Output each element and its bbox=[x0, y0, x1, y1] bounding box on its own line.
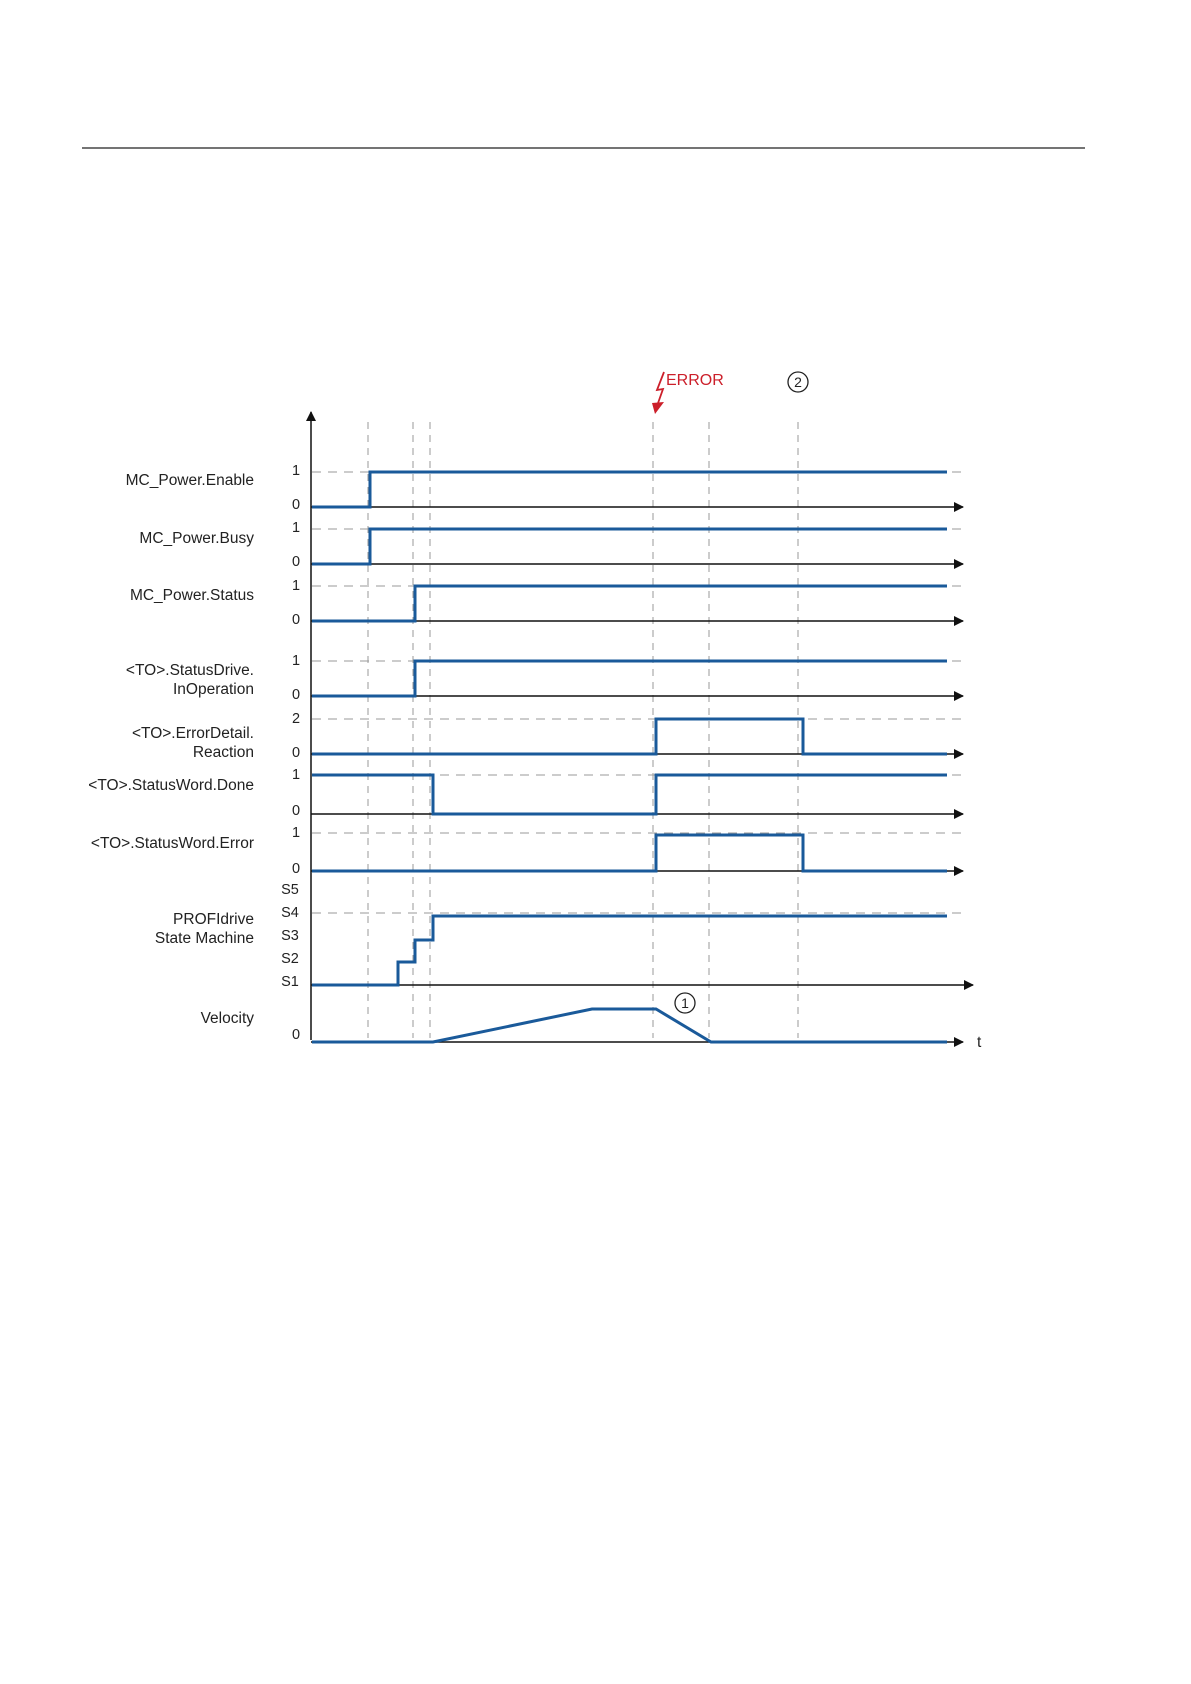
signal-label: State Machine bbox=[155, 930, 254, 947]
level-label: S4 bbox=[281, 905, 299, 921]
signal-label: <TO>.StatusWord.Done bbox=[88, 777, 254, 794]
signal-traces bbox=[312, 470, 947, 1044]
marker-2-circle bbox=[787, 371, 809, 393]
trace-statusword-done bbox=[312, 773, 947, 816]
level-label: S1 bbox=[281, 974, 299, 990]
level-label: 1 bbox=[292, 825, 300, 841]
trace-statusword-error bbox=[312, 833, 947, 873]
marker-1-number: 1 bbox=[681, 995, 689, 1011]
signal-label: <TO>.StatusDrive. bbox=[126, 662, 254, 679]
error-arrow-head bbox=[652, 402, 664, 414]
signal-label: MC_Power.Status bbox=[130, 587, 254, 604]
lightning-bolt-icon bbox=[655, 371, 665, 407]
signal-labels: MC_Power.Enable MC_Power.Busy MC_Power.S… bbox=[88, 472, 254, 1027]
time-axis-label: t bbox=[977, 1034, 982, 1051]
trace-mc-power-busy bbox=[312, 527, 947, 566]
signal-label: Velocity bbox=[201, 1010, 255, 1027]
level-label: 0 bbox=[292, 1027, 300, 1043]
trace-velocity bbox=[312, 1007, 947, 1044]
error-label: ERROR bbox=[666, 372, 724, 389]
marker-2-number: 2 bbox=[794, 374, 802, 390]
level-label: S3 bbox=[281, 928, 299, 944]
signal-label: PROFIdrive bbox=[173, 911, 254, 928]
error-marker: ERROR bbox=[652, 371, 724, 414]
marker-2: 2 bbox=[787, 371, 809, 393]
trace-profidrive-state-machine bbox=[312, 914, 947, 987]
level-label: 0 bbox=[292, 861, 300, 877]
signal-label: InOperation bbox=[173, 681, 254, 698]
level-label: 1 bbox=[292, 520, 300, 536]
signal-label: MC_Power.Busy bbox=[139, 530, 254, 547]
level-label: 1 bbox=[292, 463, 300, 479]
time-guides bbox=[367, 422, 799, 1038]
signal-label: Reaction bbox=[193, 744, 254, 761]
axes: t bbox=[306, 411, 982, 1051]
trace-error-detail-reaction bbox=[312, 717, 947, 756]
level-label: S5 bbox=[281, 882, 299, 898]
marker-1: 1 bbox=[674, 992, 696, 1014]
marker-1-circle bbox=[674, 992, 696, 1014]
level-label: 0 bbox=[292, 687, 300, 703]
level-labels: 1 0 1 0 1 0 1 0 2 0 1 0 1 0 S5 S4 S3 S2 … bbox=[281, 463, 300, 1043]
level-label: 0 bbox=[292, 612, 300, 628]
level-label: 2 bbox=[292, 711, 300, 727]
level-label: 0 bbox=[292, 497, 300, 513]
level-label: 1 bbox=[292, 767, 300, 783]
signal-label: <TO>.ErrorDetail. bbox=[132, 725, 254, 742]
level-label: 0 bbox=[292, 554, 300, 570]
signal-label: MC_Power.Enable bbox=[126, 472, 254, 489]
trace-mc-power-status bbox=[312, 584, 947, 623]
level-label: 0 bbox=[292, 745, 300, 761]
signal-label: <TO>.StatusWord.Error bbox=[91, 835, 254, 852]
level-label: 0 bbox=[292, 803, 300, 819]
level-guides bbox=[312, 471, 965, 914]
level-label: 1 bbox=[292, 578, 300, 594]
trace-mc-power-enable bbox=[312, 470, 947, 509]
level-label: 1 bbox=[292, 653, 300, 669]
trace-status-drive-inoperation bbox=[312, 659, 947, 698]
level-label: S2 bbox=[281, 951, 299, 967]
